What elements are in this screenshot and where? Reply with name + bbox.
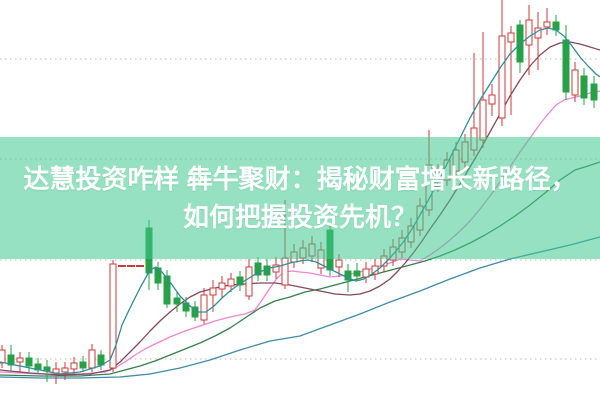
candle-down (182, 302, 190, 312)
candle-up (281, 257, 289, 286)
candle-up (335, 259, 343, 268)
candle-down (7, 354, 15, 366)
candle-down (173, 297, 181, 305)
candle-up (218, 282, 226, 290)
candle-down (163, 275, 171, 305)
candle-up (88, 349, 96, 369)
candle-up (109, 263, 117, 369)
candle-down (580, 75, 588, 99)
candle-up (479, 99, 487, 141)
candle-up (61, 367, 69, 373)
candle-up (209, 287, 217, 296)
candle-down (236, 276, 244, 286)
candle-up (272, 264, 280, 273)
headline-line-1: 达慧投资咋样 犇牛聚财：揭秘财富增长新路径， (23, 163, 577, 194)
headline-line-2: 如何把握投资先机？ (182, 201, 417, 232)
candle-down (562, 39, 570, 93)
ma-fast-teal-line (0, 27, 600, 375)
candle-down (590, 83, 598, 101)
candle-up (543, 21, 551, 28)
candle-down (254, 262, 262, 276)
candle-up (498, 35, 506, 119)
candle-up (245, 266, 253, 297)
candle-up (227, 278, 235, 287)
candle-up (571, 69, 579, 96)
candle-up (507, 32, 515, 43)
candle-up (70, 362, 78, 370)
candle-down (79, 361, 87, 369)
candle-up (525, 19, 533, 46)
candle-down (25, 357, 33, 367)
ma2-maroon-line (0, 41, 600, 376)
candle-up (0, 349, 6, 364)
ma5-blue-line (0, 236, 600, 379)
candle-up (200, 294, 208, 321)
candle-up (488, 94, 496, 105)
candle-down (552, 21, 560, 31)
candle-down (344, 270, 352, 281)
candle-up (16, 357, 24, 363)
headline-banner: 达慧投资咋样 犇牛聚财：揭秘财富增长新路径， 如何把握投资先机？ (0, 137, 600, 259)
candle-down (353, 270, 361, 277)
